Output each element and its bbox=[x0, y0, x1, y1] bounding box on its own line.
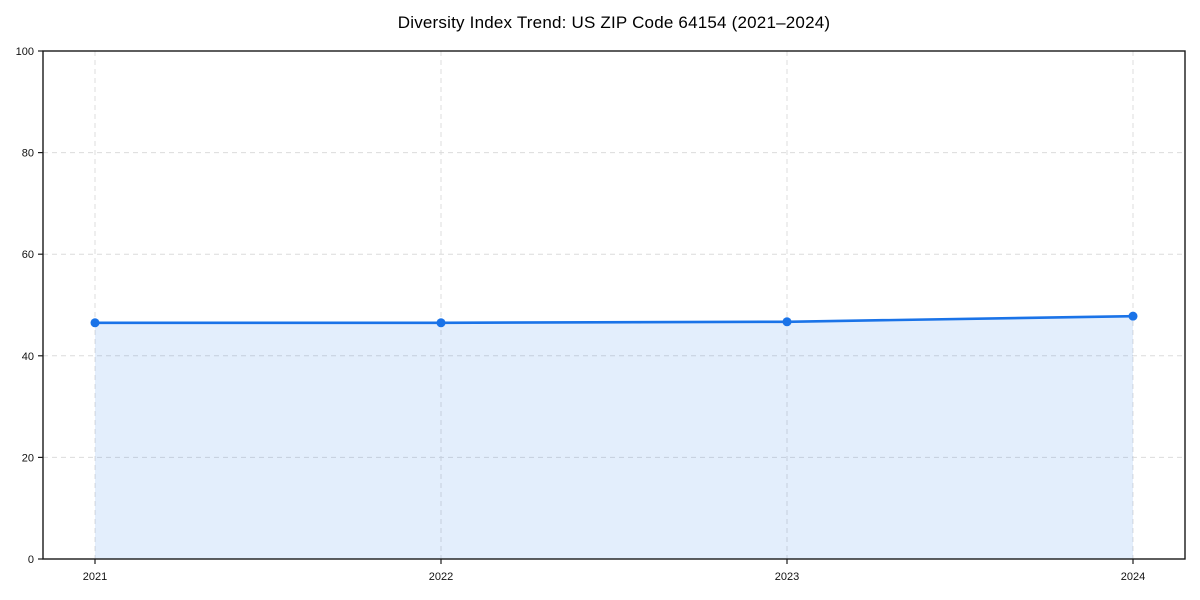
chart-title: Diversity Index Trend: US ZIP Code 64154… bbox=[397, 13, 831, 32]
y-tick-label: 20 bbox=[22, 452, 34, 464]
x-tick-label: 2023 bbox=[775, 571, 799, 583]
x-tick-label: 2024 bbox=[1121, 571, 1145, 583]
y-tick-label: 0 bbox=[28, 554, 34, 566]
data-point bbox=[436, 318, 446, 328]
trend-line bbox=[93, 314, 1135, 325]
y-tick-label: 100 bbox=[16, 46, 34, 58]
data-point bbox=[1128, 311, 1138, 321]
data-point bbox=[90, 318, 100, 328]
plot-border bbox=[42, 50, 1186, 560]
y-tick-label: 40 bbox=[22, 351, 34, 363]
area-fill bbox=[95, 316, 1133, 559]
y-tick-label: 80 bbox=[22, 148, 34, 160]
y-tick-label: 60 bbox=[22, 249, 34, 261]
x-tick-label: 2021 bbox=[83, 571, 107, 583]
data-point bbox=[782, 317, 792, 327]
x-tick-label: 2022 bbox=[429, 571, 453, 583]
